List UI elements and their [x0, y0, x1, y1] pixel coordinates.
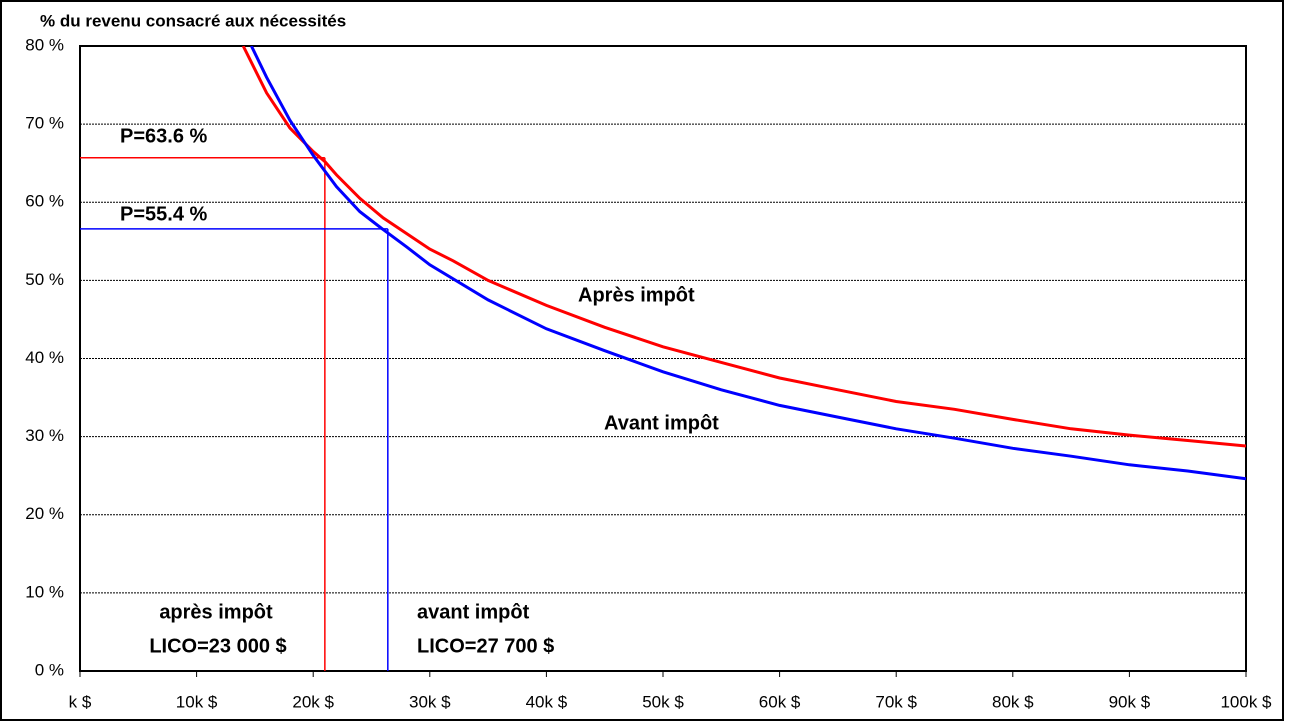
y-tick-label: 30 % [25, 426, 64, 445]
x-tick-label: 100k $ [1220, 692, 1272, 711]
x-tick-label: 10k $ [176, 692, 218, 711]
chart-title: % du revenu consacré aux nécessités [40, 11, 346, 30]
y-tick-label: 10 % [25, 582, 64, 601]
annotation: P=63.6 % [120, 125, 208, 147]
x-tick-label: 70k $ [875, 692, 917, 711]
series-line [241, 46, 1246, 448]
series-label: Après impôt [578, 284, 695, 306]
y-tick-label: 40 % [25, 348, 64, 367]
annotation: après impôt [159, 601, 273, 623]
y-tick-label: 60 % [25, 192, 64, 211]
series-line [250, 46, 1246, 481]
annotation: LICO=27 700 $ [417, 635, 554, 657]
x-tick-label: 90k $ [1109, 692, 1151, 711]
x-tick-label: 20k $ [292, 692, 334, 711]
x-tick-label: 60k $ [759, 692, 801, 711]
y-tick-label: 20 % [25, 504, 64, 523]
plot-area [79, 45, 1247, 672]
y-tick-label: 80 % [25, 35, 64, 54]
y-tick-label: 0 % [35, 660, 64, 679]
y-tick-label: 50 % [25, 270, 64, 289]
x-tick-label: 40k $ [526, 692, 568, 711]
x-tick-label: k $ [69, 692, 92, 711]
x-tick-label: 30k $ [409, 692, 451, 711]
x-tick-label: 80k $ [992, 692, 1034, 711]
annotation: P=55.4 % [120, 203, 208, 225]
x-tick-label: 50k $ [642, 692, 684, 711]
series-label: Avant impôt [604, 412, 719, 434]
y-tick-label: 70 % [25, 114, 64, 133]
annotation: avant impôt [417, 601, 530, 623]
annotation: LICO=23 000 $ [149, 635, 286, 657]
